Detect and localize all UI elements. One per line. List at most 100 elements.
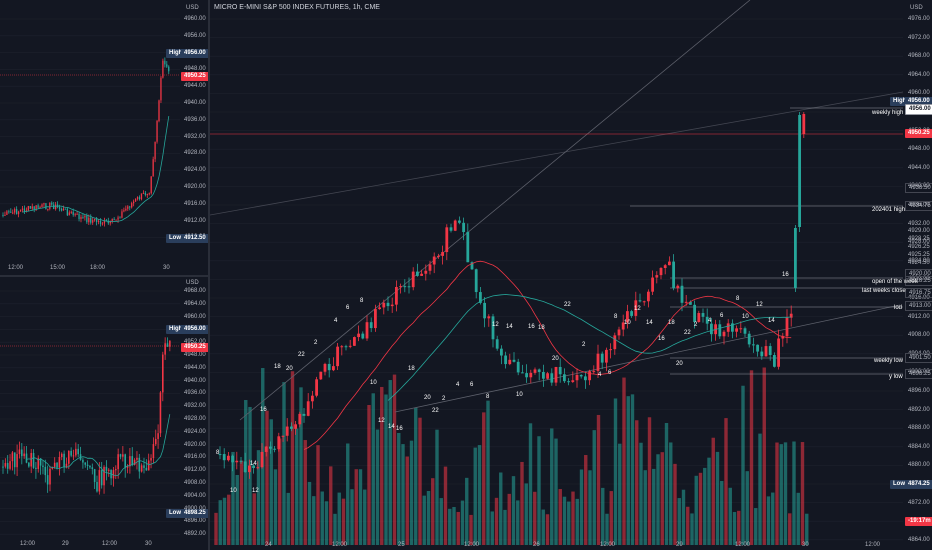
main-chart-canvas[interactable] [210,0,932,550]
main-volume-bar [435,429,439,545]
left-top-candle [156,120,158,142]
main-volume-bar [545,514,550,545]
left-bottom-low-label: Low [166,509,184,518]
left-bottom-candle [136,457,138,460]
main-bar-count-label: 16 [528,324,535,330]
left-bottom-candle [143,465,145,468]
main-volume-bar [618,443,622,545]
main-price-tick: 4944.00 [908,164,930,171]
main-bar-count-label: 8 [614,314,618,320]
main-price-tick: 4940.00 [908,183,930,190]
main-candle [374,309,377,329]
pane-divider-horizontal[interactable] [0,275,208,277]
main-candle [416,271,419,276]
main-candle [487,316,491,319]
main-volume-bar [550,428,554,545]
main-candle [218,454,222,456]
main-volume-bar [422,495,426,545]
main-candle [747,333,751,345]
left-top-candle [12,212,14,214]
left-bottom-chart-canvas[interactable] [0,277,208,550]
main-volume-bar [771,492,775,545]
main-chart-pane[interactable]: MICRO E-MINI S&P 500 INDEX FUTURES, 1h, … [210,0,932,550]
left-top-low-value: 4912.50 [181,234,208,243]
main-volume-bar [443,466,448,545]
main-candle [231,455,234,463]
left-top-candle [111,218,113,222]
main-volume-bar [452,507,456,545]
left-bottom-candle [117,454,119,470]
main-price-tick: 4900.00 [908,369,930,376]
left-bottom-candle [49,468,51,485]
left-bottom-candle [103,466,105,486]
left-top-candle [60,208,63,211]
left-top-candle [41,204,43,207]
left-top-candle [4,214,6,216]
left-bottom-candle [60,453,63,458]
main-candle [781,336,785,339]
main-candle [663,265,667,269]
main-bar-count-label: 2 [694,322,698,328]
left-top-chart-pane[interactable]: USD 4960.004956.004952.004948.004944.004… [0,0,208,275]
left-top-candle [162,60,164,78]
left-bottom-chart-pane[interactable]: USD 4968.004964.004960.004956.004952.004… [0,277,208,550]
left-top-candle [101,223,104,225]
main-candle [726,323,730,332]
left-bottom-time-tick: 12:00 [20,541,36,547]
main-bar-count-label: 22 [684,330,691,336]
main-candle [500,348,503,356]
left-top-candle [154,141,156,160]
main-candle [542,371,545,379]
left-top-price-tick: 4936.00 [184,116,206,123]
main-bar-count-label: 18 [538,325,545,331]
main-volume-bar [384,394,388,545]
main-candle [311,395,314,402]
pane-divider-vertical[interactable] [208,0,210,550]
main-candle [495,339,499,349]
main-time-tick: 12:00 [735,542,751,548]
main-volume-bar [788,513,792,545]
level-4901: 4901.50 [905,353,932,363]
main-volume-bar [227,494,231,545]
left-top-price-tick: 4924.00 [184,167,206,174]
left-top-candle [152,159,154,177]
left-bottom-candle [131,456,134,465]
main-candle [777,338,780,367]
main-bar-count-label: 4 [456,382,460,388]
level-4920: 4920.00 [905,269,932,279]
left-top-candle [31,206,33,209]
main-volume-bar [588,470,592,545]
main-volume-bar [639,442,643,545]
left-bottom-candle [23,453,25,457]
left-bottom-candle [126,466,129,468]
left-bottom-candle [16,454,18,468]
main-volume-bar [800,442,805,545]
main-volume-bar [741,385,745,545]
main-bar-count-label: 12 [634,306,641,312]
left-bottom-price-tick: 4948.00 [184,352,206,358]
main-price-tick: 4888.00 [908,425,930,432]
main-volume-bar [214,512,218,545]
main-candle [298,413,302,425]
left-top-price-tick: 4944.00 [184,83,206,90]
main-bar-count-label: 16 [658,336,665,342]
main-volume-bar [363,489,367,545]
main-candle [575,374,579,381]
main-volume-bar [707,457,711,545]
left-bottom-candle [145,467,148,471]
left-bottom-candle [98,470,101,492]
main-price-tick: 4908.00 [908,332,930,339]
main-level-cluster-value: 4925.25 [908,252,930,258]
main-candle [277,436,281,450]
left-bottom-candle [129,456,131,467]
left-top-chart-canvas[interactable] [0,0,208,275]
main-candle [651,277,654,292]
main-volume-bar [371,393,375,545]
main-volume-bar [511,476,516,545]
left-bottom-price-tick: 4912.00 [184,467,206,474]
main-candle [243,461,247,473]
main-bar-count-label: 14 [250,461,257,467]
left-bottom-candle [21,449,23,457]
left-top-candle [88,217,90,223]
main-candle [290,426,293,429]
